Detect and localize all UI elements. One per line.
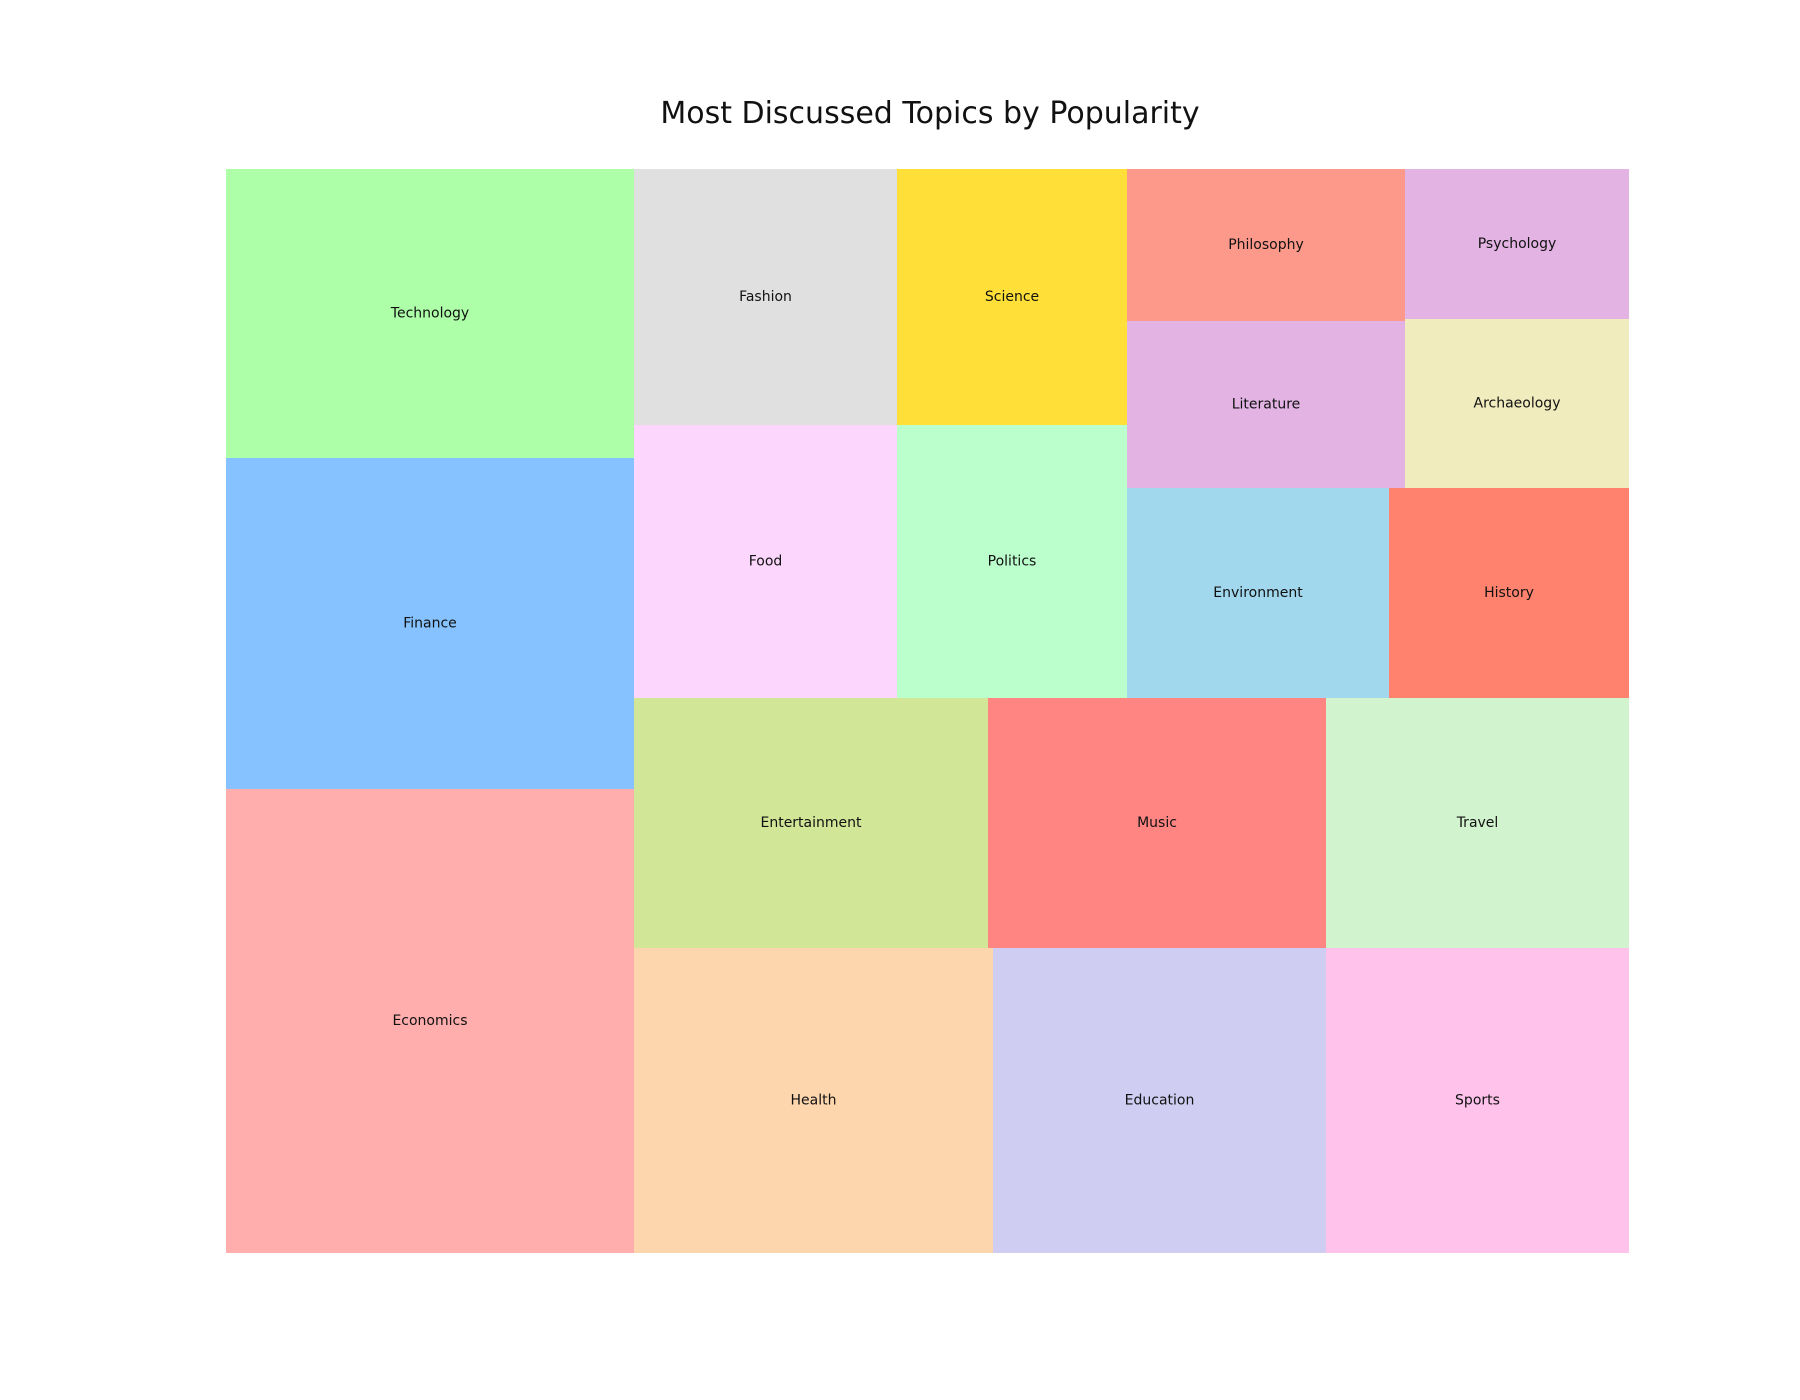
treemap-rect-finance (226, 458, 634, 789)
treemap-label-health: Health (791, 1093, 837, 1109)
treemap-rect-archaeology (1405, 319, 1629, 488)
treemap-cell-politics: Politics (897, 425, 1127, 698)
treemap-cell-food: Food (634, 425, 897, 698)
treemap-cell-sports: Sports (1326, 948, 1629, 1253)
treemap-cell-history: History (1389, 488, 1629, 698)
treemap-label-education: Education (1125, 1093, 1195, 1109)
treemap-rect-politics (897, 425, 1127, 698)
treemap-rect-literature (1127, 321, 1405, 488)
treemap-rect-travel (1326, 698, 1629, 948)
treemap-label-sports: Sports (1455, 1093, 1500, 1109)
treemap-label-food: Food (749, 554, 783, 570)
treemap-rect-psychology (1405, 169, 1629, 319)
treemap-rect-entertainment (634, 698, 988, 948)
treemap-rect-food (634, 425, 897, 698)
treemap-cell-economics: Economics (226, 789, 634, 1253)
treemap-label-fashion: Fashion (739, 289, 792, 305)
treemap-cell-music: Music (988, 698, 1326, 948)
treemap-cell-environment: Environment (1127, 488, 1389, 698)
treemap-rect-philosophy (1127, 169, 1405, 321)
treemap-label-technology: Technology (390, 306, 469, 322)
treemap-label-music: Music (1137, 815, 1177, 831)
treemap-rect-economics (226, 789, 634, 1253)
treemap-cell-education: Education (993, 948, 1326, 1253)
treemap-cell-archaeology: Archaeology (1405, 319, 1629, 488)
treemap-label-psychology: Psychology (1478, 236, 1557, 252)
treemap-label-environment: Environment (1213, 585, 1303, 601)
treemap-rect-education (993, 948, 1326, 1253)
treemap-cell-technology: Technology (226, 169, 634, 458)
treemap-label-literature: Literature (1232, 397, 1301, 413)
treemap-rect-sports (1326, 948, 1629, 1253)
treemap-rect-music (988, 698, 1326, 948)
treemap-rect-environment (1127, 488, 1389, 698)
treemap-cell-philosophy: Philosophy (1127, 169, 1405, 321)
treemap-cell-travel: Travel (1326, 698, 1629, 948)
treemap-cell-psychology: Psychology (1405, 169, 1629, 319)
treemap-cell-fashion: Fashion (634, 169, 897, 425)
treemap-cell-entertainment: Entertainment (634, 698, 988, 948)
treemap-cell-health: Health (634, 948, 993, 1253)
treemap-label-entertainment: Entertainment (760, 815, 862, 831)
treemap-label-economics: Economics (392, 1013, 467, 1029)
treemap-cell-literature: Literature (1127, 321, 1405, 488)
treemap-label-history: History (1484, 585, 1534, 601)
treemap-cell-science: Science (897, 169, 1127, 425)
treemap-label-finance: Finance (403, 616, 457, 632)
chart-title: Most Discussed Topics by Popularity (660, 96, 1200, 131)
treemap-rect-health (634, 948, 993, 1253)
treemap-rect-fashion (634, 169, 897, 425)
treemap-label-archaeology: Archaeology (1474, 396, 1561, 412)
treemap-label-travel: Travel (1456, 815, 1499, 831)
treemap-label-philosophy: Philosophy (1228, 237, 1304, 253)
treemap-label-politics: Politics (988, 554, 1037, 570)
treemap-label-science: Science (985, 289, 1039, 305)
treemap-rect-technology (226, 169, 634, 458)
treemap-cell-finance: Finance (226, 458, 634, 789)
treemap-rect-history (1389, 488, 1629, 698)
treemap-rect-science (897, 169, 1127, 425)
